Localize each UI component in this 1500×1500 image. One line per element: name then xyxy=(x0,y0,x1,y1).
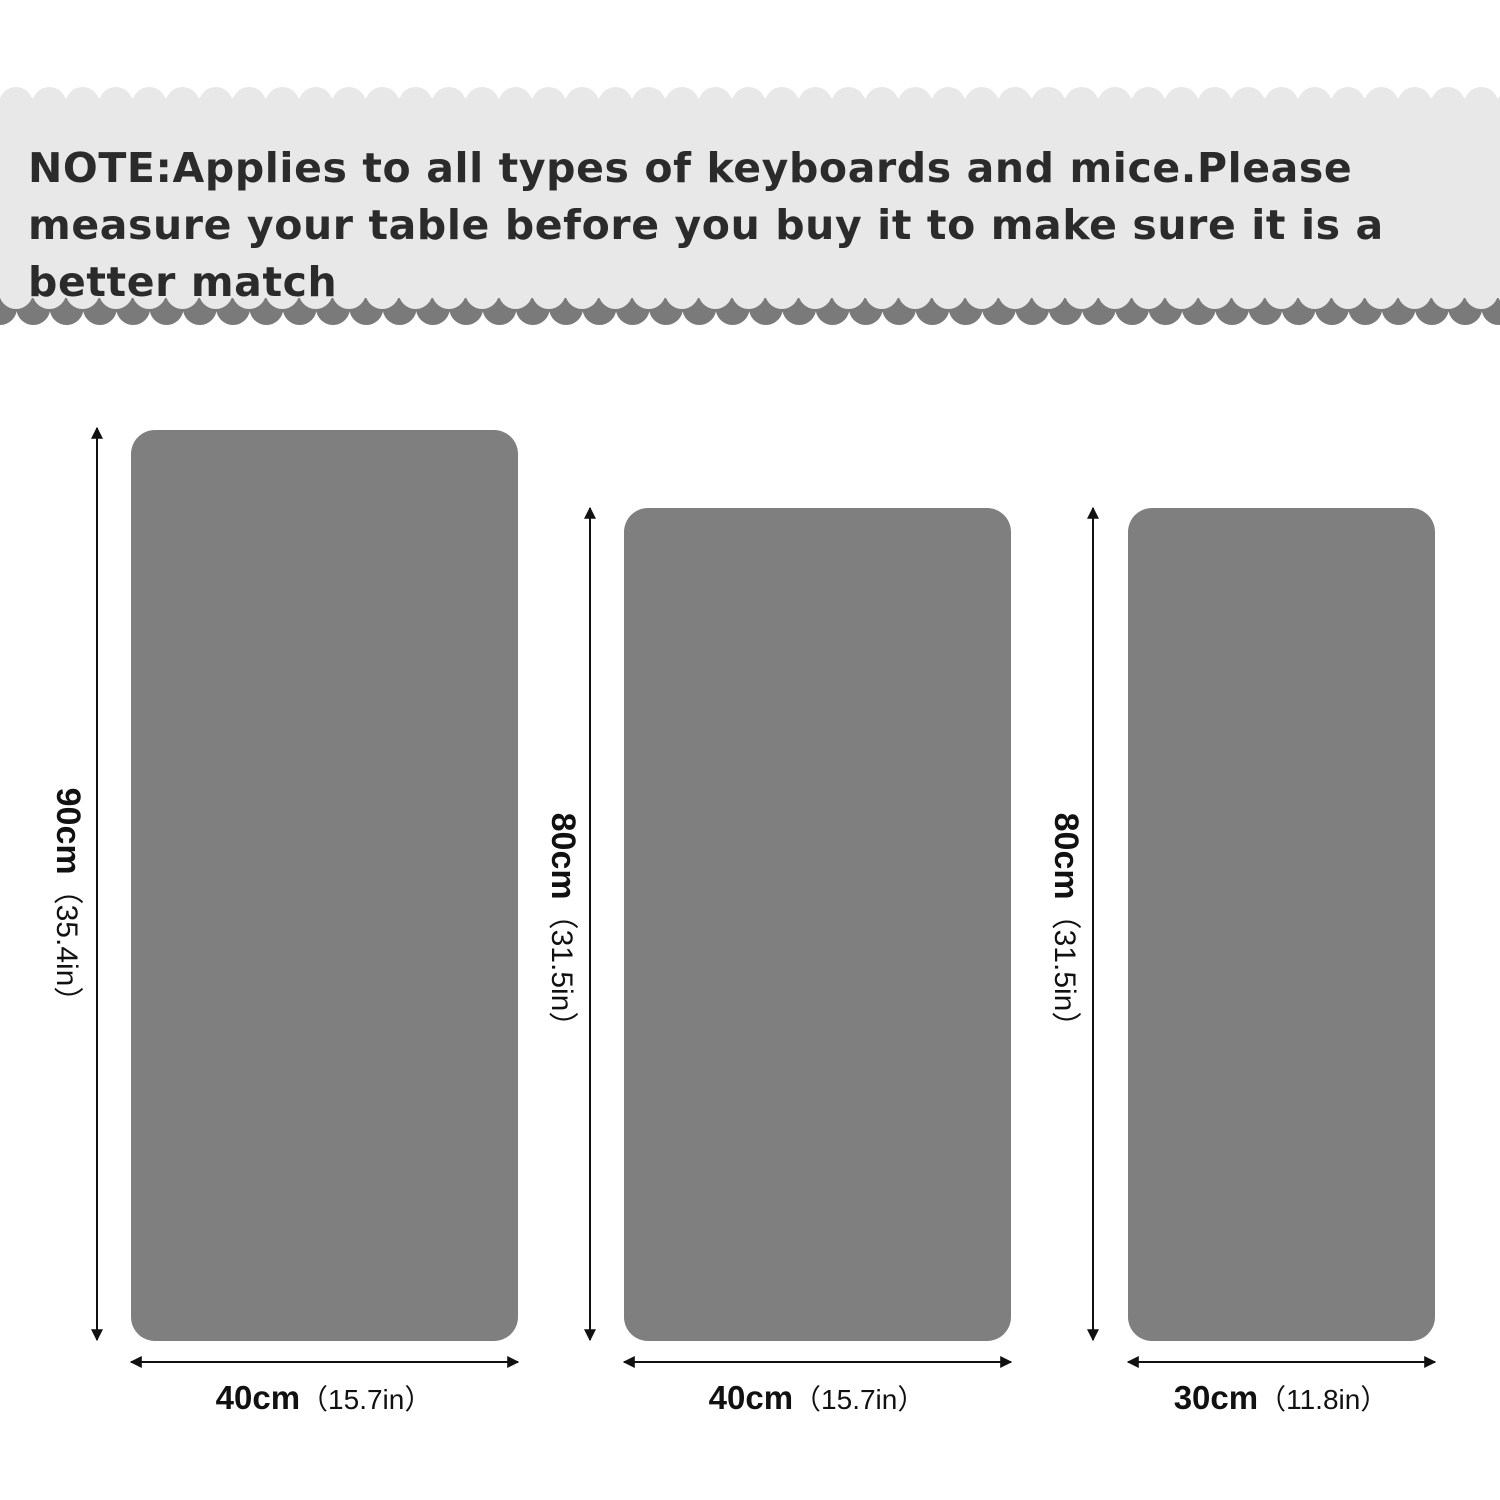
length-cm: 80cm xyxy=(544,812,582,900)
width-in: （15.7in） xyxy=(793,1384,926,1415)
length-cm: 80cm xyxy=(1047,812,1085,900)
width-in: （11.8in） xyxy=(1258,1384,1389,1415)
mat-90x40 xyxy=(131,430,518,1341)
width-label-1: 40cm（15.7in） xyxy=(124,1378,524,1418)
width-cm: 30cm xyxy=(1173,1379,1259,1416)
length-label-3: 80cm（31.5in） xyxy=(1046,797,1090,1057)
length-label-1: 90cm（35.4in） xyxy=(48,772,92,1032)
length-label-2: 80cm（31.5in） xyxy=(543,797,587,1057)
length-in: （35.4in） xyxy=(50,874,83,1017)
width-cm: 40cm xyxy=(708,1379,794,1416)
length-in: （31.5in） xyxy=(545,899,578,1042)
note-text: NOTE:Applies to all types of keyboards a… xyxy=(28,144,1384,306)
width-cm: 40cm xyxy=(215,1379,301,1416)
length-cm: 90cm xyxy=(49,787,87,875)
mat-80x40 xyxy=(624,508,1011,1341)
width-in: （15.7in） xyxy=(300,1384,433,1415)
width-label-2: 40cm（15.7in） xyxy=(617,1378,1017,1418)
width-label-3: 30cm（11.8in） xyxy=(1081,1378,1481,1418)
length-in: （31.5in） xyxy=(1048,899,1081,1042)
note-banner-background xyxy=(0,87,1500,325)
mat-80x30 xyxy=(1128,508,1435,1341)
